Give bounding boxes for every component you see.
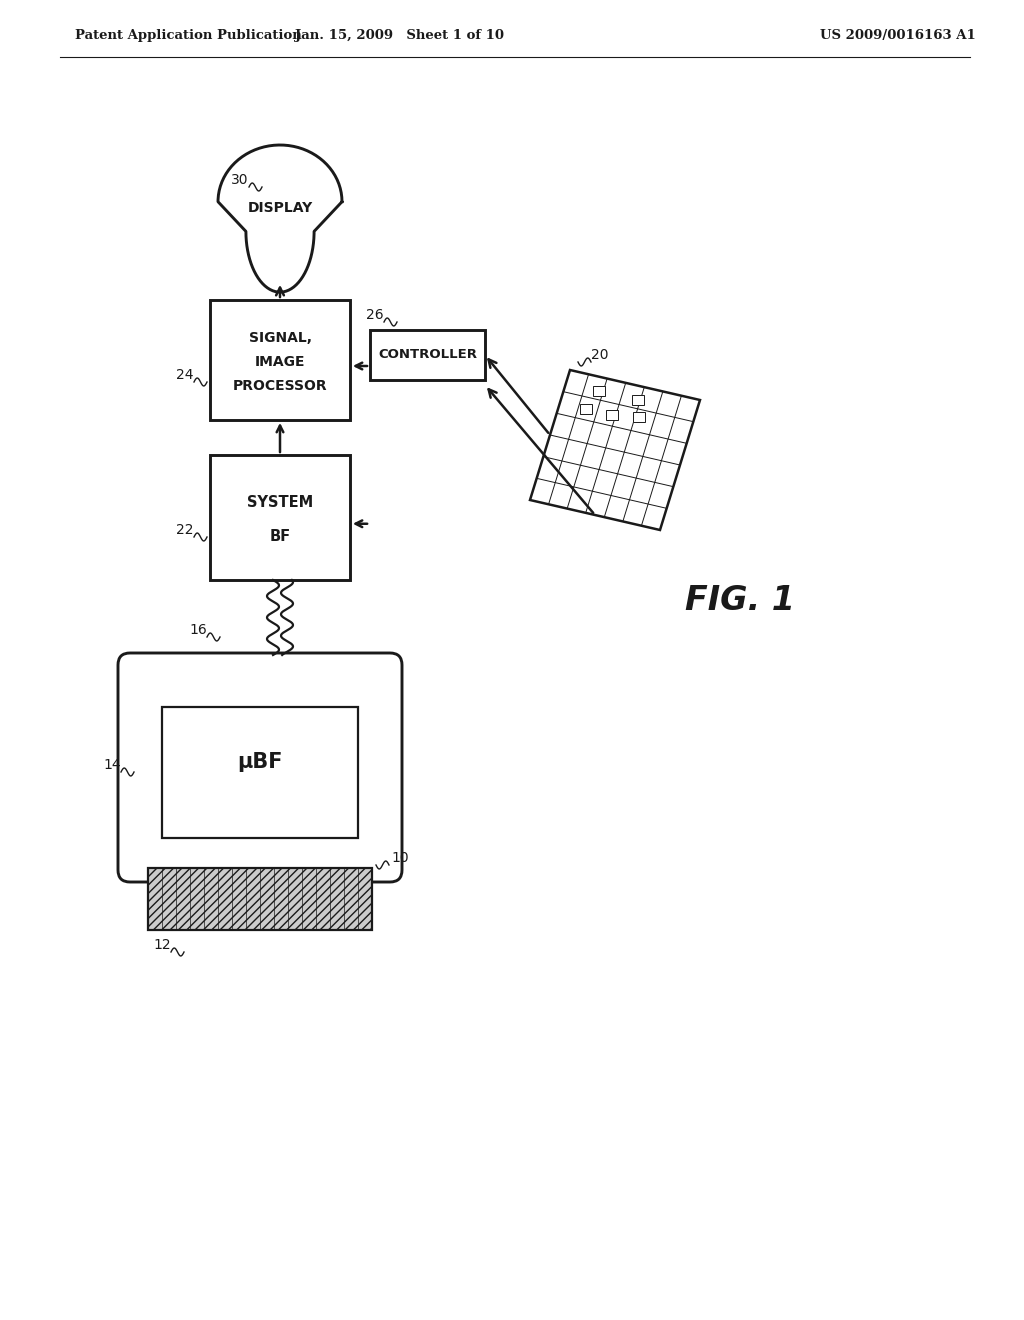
Text: 10: 10	[391, 851, 409, 865]
Text: Jan. 15, 2009  Sheet 1 of 10: Jan. 15, 2009 Sheet 1 of 10	[296, 29, 505, 41]
Text: 26: 26	[367, 308, 384, 322]
Text: DISPLAY: DISPLAY	[248, 201, 312, 214]
Text: 14: 14	[103, 758, 121, 772]
FancyBboxPatch shape	[118, 653, 402, 882]
Text: CONTROLLER: CONTROLLER	[378, 348, 477, 362]
Text: SYSTEM: SYSTEM	[247, 495, 313, 510]
Text: 22: 22	[176, 523, 194, 537]
FancyBboxPatch shape	[632, 395, 643, 404]
FancyBboxPatch shape	[606, 409, 618, 420]
FancyBboxPatch shape	[148, 869, 372, 931]
FancyBboxPatch shape	[210, 455, 350, 579]
FancyBboxPatch shape	[593, 385, 604, 396]
FancyBboxPatch shape	[633, 412, 645, 421]
FancyBboxPatch shape	[580, 404, 592, 413]
FancyBboxPatch shape	[162, 708, 358, 838]
Text: 20: 20	[591, 348, 608, 362]
Text: μBF: μBF	[238, 752, 283, 772]
Text: 24: 24	[176, 368, 194, 381]
Text: IMAGE: IMAGE	[255, 355, 305, 370]
Text: 30: 30	[231, 173, 249, 187]
Text: SIGNAL,: SIGNAL,	[249, 331, 311, 346]
Text: 12: 12	[154, 939, 171, 952]
Text: FIG. 1: FIG. 1	[685, 583, 795, 616]
Text: Patent Application Publication: Patent Application Publication	[75, 29, 302, 41]
FancyBboxPatch shape	[370, 330, 485, 380]
Text: US 2009/0016163 A1: US 2009/0016163 A1	[820, 29, 976, 41]
FancyBboxPatch shape	[210, 300, 350, 420]
Text: 16: 16	[189, 623, 207, 638]
Text: PROCESSOR: PROCESSOR	[232, 379, 328, 393]
Text: BF: BF	[269, 529, 291, 544]
